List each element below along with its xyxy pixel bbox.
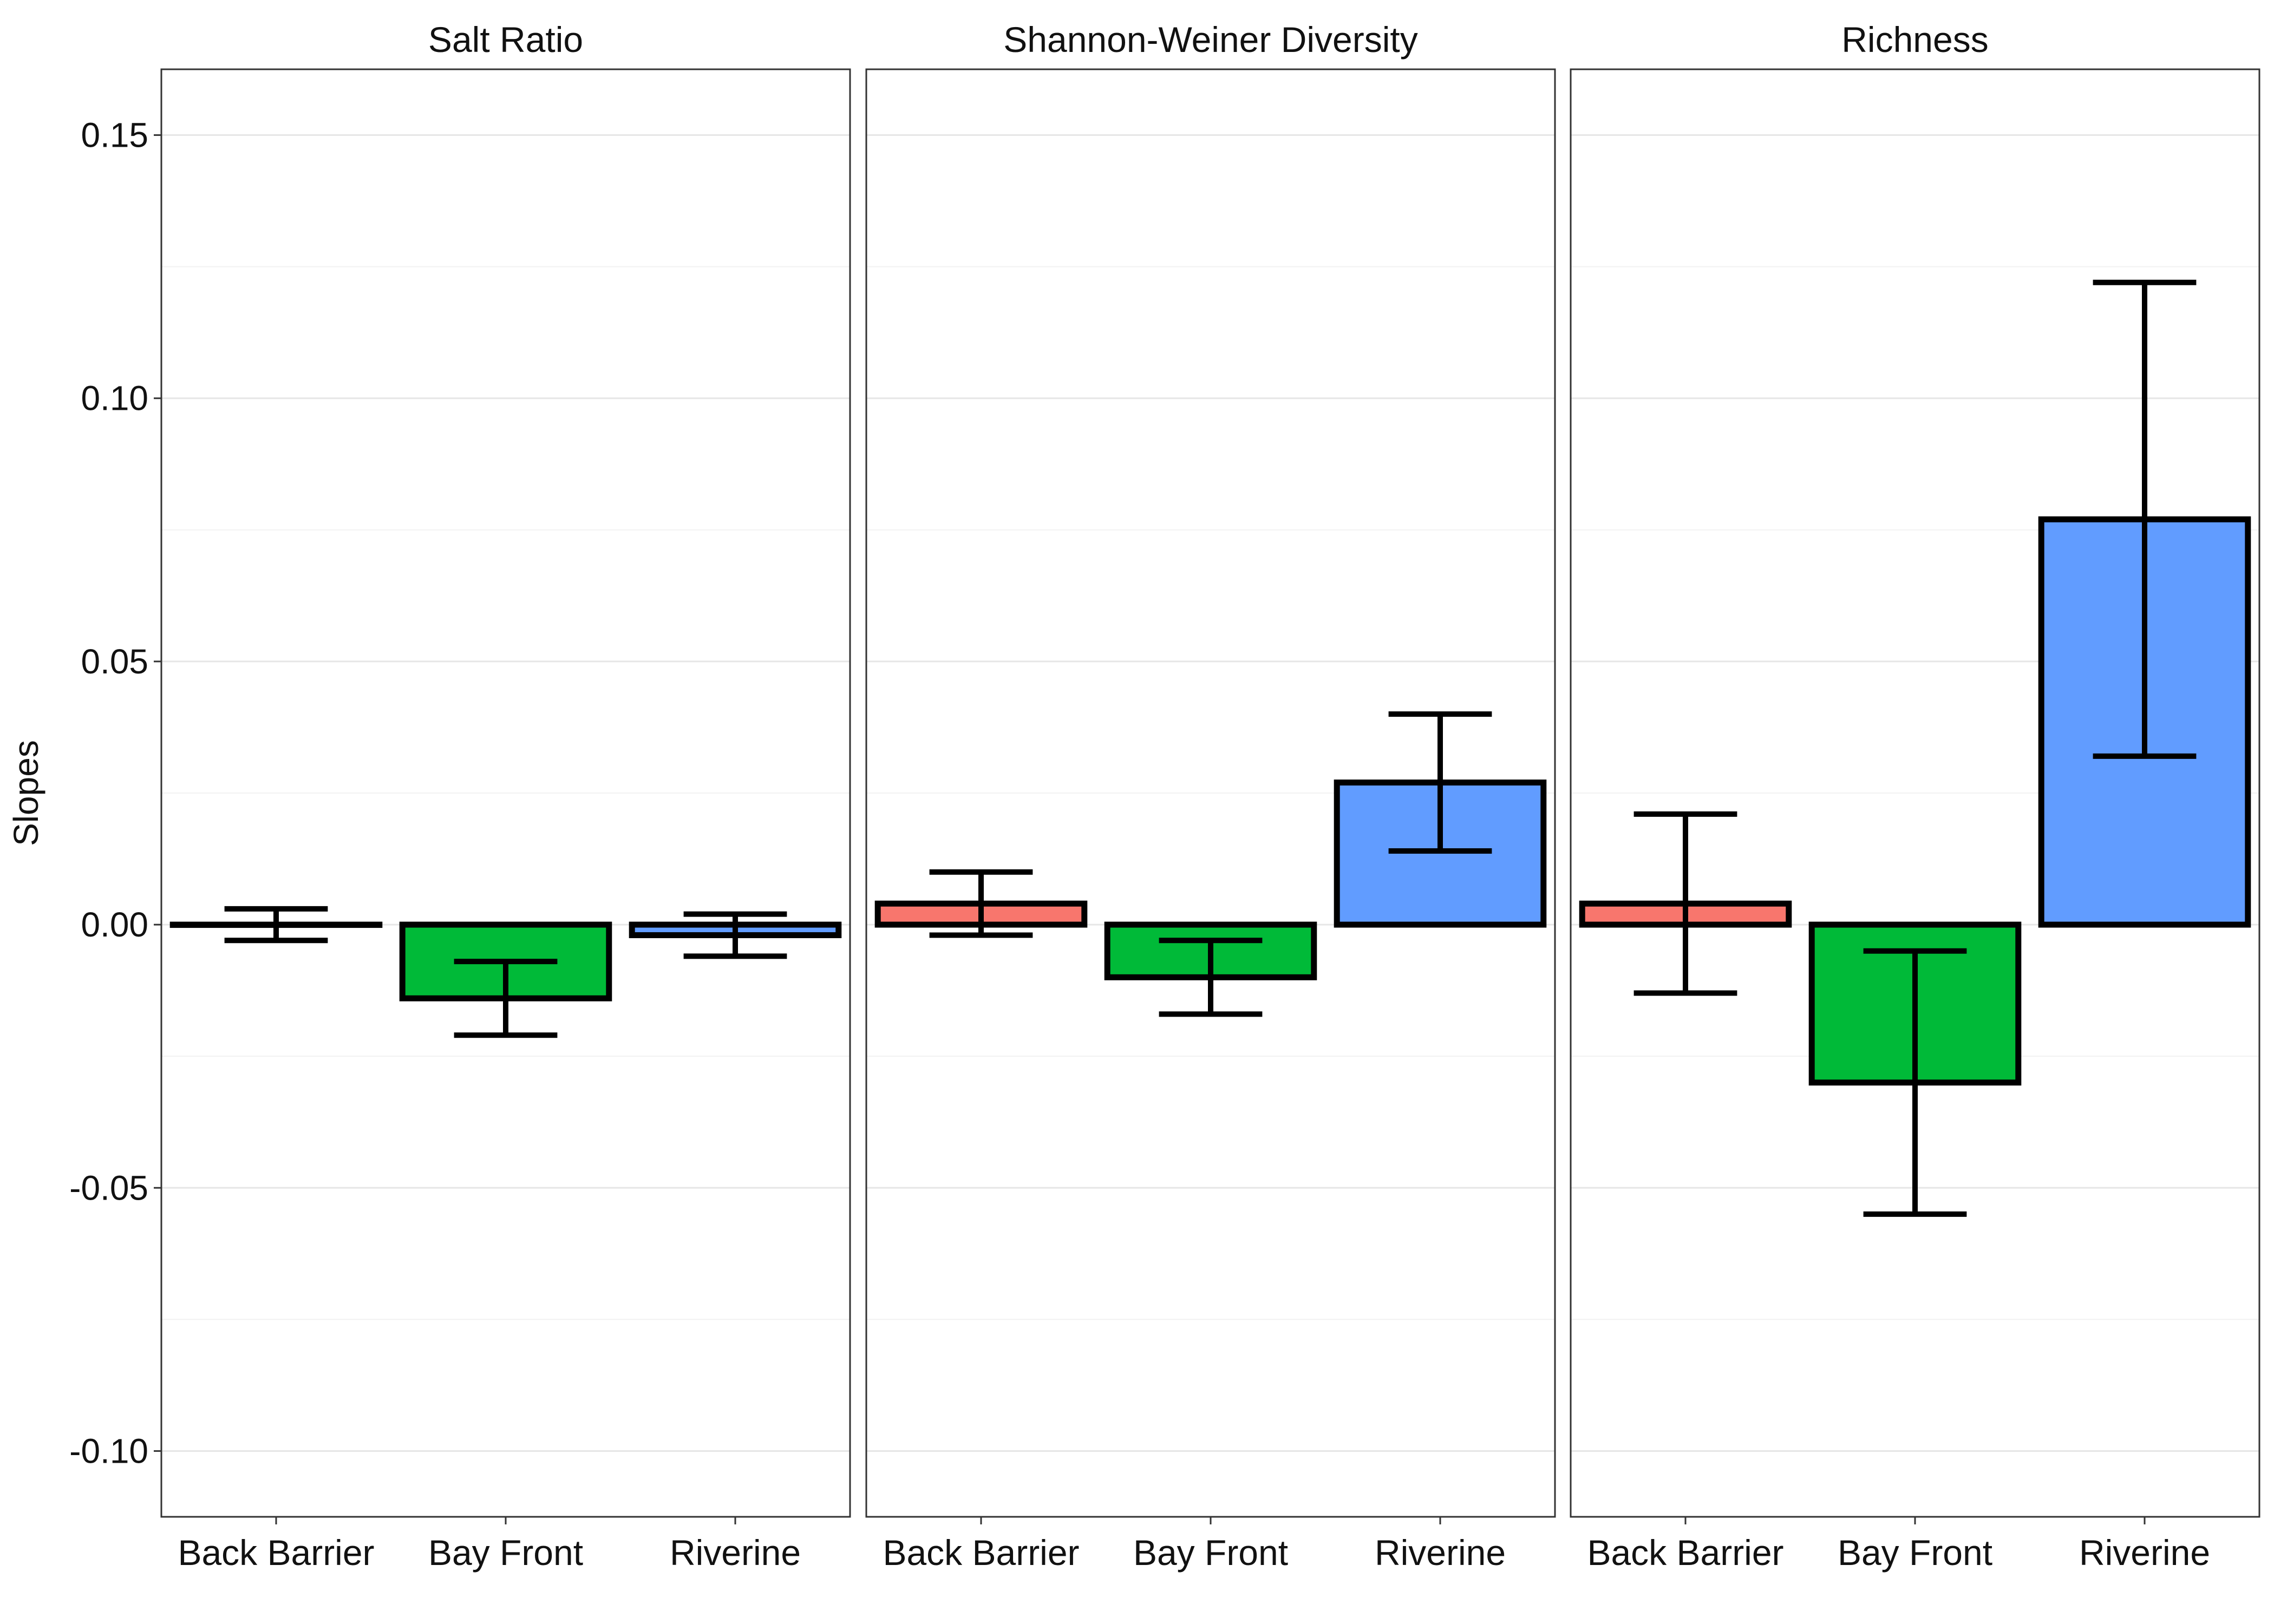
facet-panel: Shannon-Weiner Diversity Back Barrier Bay … xyxy=(865,19,1556,1573)
y-tick-label: -0.05 xyxy=(69,1168,148,1207)
y-tick-label: 0.05 xyxy=(81,642,148,681)
x-tick-label: Bay Front xyxy=(1133,1533,1288,1573)
facet-panel: Richness Back Barrier Bay Front Riverine xyxy=(1570,19,2260,1573)
x-tick-label: Back Barrier xyxy=(883,1533,1079,1573)
panel-border xyxy=(865,68,1556,1518)
x-tick-label: Back Barrier xyxy=(178,1533,374,1573)
x-tick-label: Bay Front xyxy=(1838,1533,1992,1573)
y-tick-label: -0.10 xyxy=(69,1431,148,1470)
x-tick-label: Back Barrier xyxy=(1587,1533,1783,1573)
panel-border xyxy=(160,68,851,1518)
x-tick-label: Riverine xyxy=(2079,1533,2210,1573)
x-tick-label: Riverine xyxy=(1375,1533,1506,1573)
plot-area: -0.10 -0.05 0.00 0.05 0.10 0.15 Salt Ratio Back… xyxy=(69,19,2260,1573)
x-tick-label: Bay Front xyxy=(428,1533,583,1573)
y-tick-label: 0.00 xyxy=(81,905,148,944)
panel-title: Richness xyxy=(1841,19,1988,60)
x-tick-label: Riverine xyxy=(670,1533,801,1573)
y-axis-label: Slopes xyxy=(6,740,45,846)
y-tick-label: 0.10 xyxy=(81,379,148,418)
panel-title: Salt Ratio xyxy=(428,19,583,60)
facet-panel: Salt Ratio Back Barrier Bay Front Riverine xyxy=(160,19,851,1573)
panel-title: Shannon-Weiner Diversity xyxy=(1003,19,1417,60)
y-tick-label: 0.15 xyxy=(81,116,148,155)
panel-border xyxy=(1570,68,2260,1518)
